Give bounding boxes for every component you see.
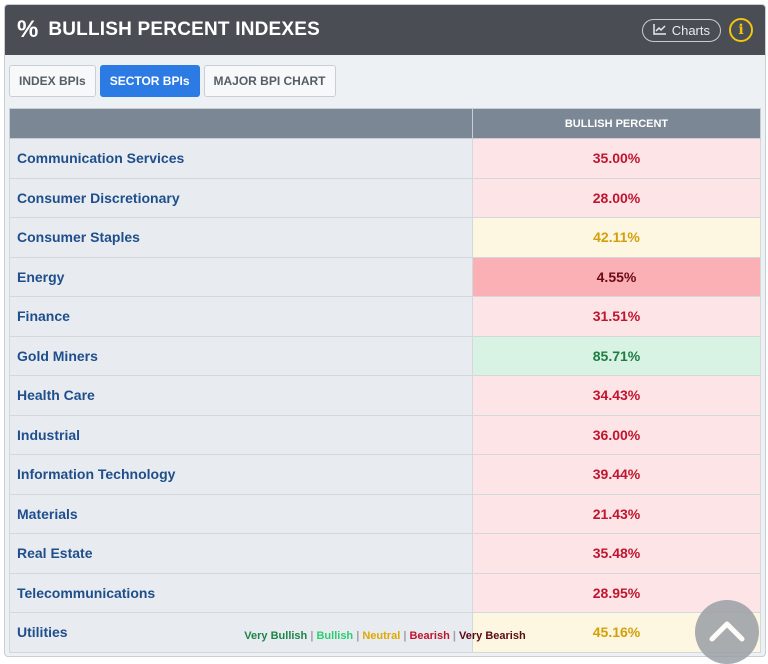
bullish-percent-value: 21.43% — [472, 493, 761, 534]
table-row: Information Technology 39.44% — [9, 454, 761, 495]
column-header-name — [9, 108, 473, 139]
table-row: Energy 4.55% — [9, 256, 761, 297]
tab-major-bpi-chart[interactable]: MAJOR BPI CHART — [203, 65, 336, 97]
sector-name[interactable]: Industrial — [9, 414, 473, 455]
legend-item: Neutral — [362, 630, 401, 642]
panel-header: % BULLISH PERCENT INDEXES Charts i — [5, 5, 765, 55]
charts-button-label: Charts — [671, 22, 710, 38]
bullish-percent-value: 36.00% — [472, 414, 761, 455]
percent-icon: % — [17, 16, 39, 43]
charts-button[interactable]: Charts — [641, 18, 721, 42]
page-title: BULLISH PERCENT INDEXES — [48, 19, 321, 40]
sector-name[interactable]: Communication Services — [9, 138, 473, 179]
legend-item: Very Bullish — [244, 630, 308, 642]
sector-name[interactable]: Information Technology — [9, 454, 473, 495]
bullish-percent-value: 42.11% — [472, 217, 761, 258]
tab-index-bpis[interactable]: INDEX BPIs — [9, 65, 96, 97]
legend-item: Very Bearish — [459, 630, 526, 642]
tab-sector-bpis[interactable]: SECTOR BPIs — [99, 65, 200, 97]
table-row: Health Care 34.43% — [9, 375, 761, 416]
bullish-percent-value: 35.00% — [472, 138, 761, 179]
info-icon[interactable]: i — [729, 18, 753, 42]
chart-icon — [652, 23, 667, 38]
table-row: Materials 21.43% — [9, 493, 761, 534]
bullish-percent-value: 35.48% — [472, 533, 761, 574]
bpi-panel: % BULLISH PERCENT INDEXES Charts i INDEX… — [4, 4, 766, 657]
bullish-percent-value: 85.71% — [472, 335, 761, 376]
table-row: Communication Services 35.00% — [9, 138, 761, 179]
scroll-to-top-button[interactable] — [695, 600, 759, 664]
sector-name[interactable]: Finance — [9, 296, 473, 337]
bullish-percent-value: 39.44% — [472, 454, 761, 495]
bpi-table: BULLISH PERCENT Communication Services 35… — [9, 108, 761, 653]
table-row: Consumer Discretionary 28.00% — [9, 177, 761, 218]
table-header-row: BULLISH PERCENT — [9, 108, 761, 139]
sector-name[interactable]: Real Estate — [9, 533, 473, 574]
sector-name[interactable]: Materials — [9, 493, 473, 534]
tab-bar: INDEX BPIs SECTOR BPIs MAJOR BPI CHART — [5, 55, 765, 107]
legend: Very Bullish | Bullish | Neutral | Beari… — [5, 630, 765, 642]
legend-separator: | — [449, 630, 460, 642]
table-row: Real Estate 35.48% — [9, 533, 761, 574]
bullish-percent-value: 31.51% — [472, 296, 761, 337]
table-row: Telecommunications 28.95% — [9, 572, 761, 613]
sector-name[interactable]: Health Care — [9, 375, 473, 416]
chevron-up-icon — [709, 621, 745, 642]
legend-separator: | — [353, 630, 363, 642]
sector-name[interactable]: Consumer Discretionary — [9, 177, 473, 218]
bullish-percent-value: 28.00% — [472, 177, 761, 218]
legend-separator: | — [400, 630, 410, 642]
sector-name[interactable]: Telecommunications — [9, 572, 473, 613]
sector-name[interactable]: Energy — [9, 256, 473, 297]
column-header-bullish-percent: BULLISH PERCENT — [472, 108, 761, 139]
bullish-percent-value: 4.55% — [472, 256, 761, 297]
table-row: Finance 31.51% — [9, 296, 761, 337]
table-row: Consumer Staples 42.11% — [9, 217, 761, 258]
table-row: Gold Miners 85.71% — [9, 335, 761, 376]
legend-separator: | — [307, 630, 317, 642]
sector-name[interactable]: Consumer Staples — [9, 217, 473, 258]
bullish-percent-value: 28.95% — [472, 572, 761, 613]
bullish-percent-value: 34.43% — [472, 375, 761, 416]
legend-item: Bearish — [409, 630, 450, 642]
table-row: Industrial 36.00% — [9, 414, 761, 455]
legend-item: Bullish — [316, 630, 354, 642]
sector-name[interactable]: Gold Miners — [9, 335, 473, 376]
